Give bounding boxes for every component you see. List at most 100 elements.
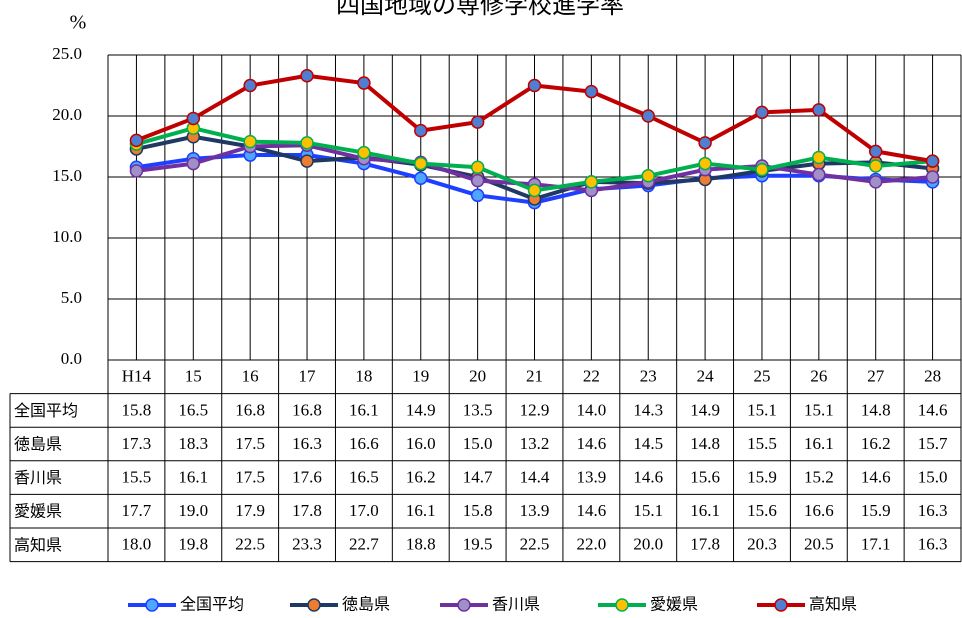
table-cell: 16.2 — [861, 434, 891, 453]
legend-marker — [145, 598, 159, 612]
table-cell: 15.1 — [747, 400, 777, 419]
table-cell: 16.5 — [178, 400, 208, 419]
table-cell: 15.0 — [463, 434, 493, 453]
marker — [470, 160, 485, 174]
table-cell: 17.6 — [292, 468, 322, 487]
table-cell: 16.1 — [406, 501, 436, 520]
table-cell: 14.6 — [918, 400, 948, 419]
table-cell: 15.7 — [918, 434, 948, 453]
marker — [925, 154, 940, 168]
y-axis-label: % — [70, 12, 87, 34]
table-cell: 15.9 — [861, 501, 891, 520]
y-tick-label: 25.0 — [52, 44, 82, 63]
y-tick-label: 10.0 — [52, 227, 82, 246]
table-cell: 14.6 — [861, 468, 891, 487]
legend-label: 愛媛県 — [650, 595, 698, 614]
table-cell: 14.3 — [633, 400, 663, 419]
x-tick-label: 17 — [299, 367, 317, 386]
legend-label: 全国平均 — [180, 595, 244, 614]
row-label: 全国平均 — [14, 401, 78, 420]
chart-title: 四国地域の専修学校進学率 — [336, 0, 624, 19]
marker — [300, 136, 314, 150]
table-cell: 17.8 — [292, 501, 322, 520]
x-tick-label: 16 — [242, 367, 259, 386]
marker — [414, 171, 428, 185]
table-cell: 16.2 — [406, 468, 436, 487]
marker — [414, 156, 428, 171]
table-cell: 13.9 — [576, 468, 606, 487]
table-cell: 19.0 — [178, 501, 208, 520]
table-cell: 15.1 — [804, 400, 834, 419]
table-cell: 17.5 — [235, 468, 265, 487]
marker — [868, 159, 883, 173]
table-cell: 16.8 — [292, 400, 322, 419]
table-cell: 16.6 — [349, 434, 379, 453]
x-tick-label: H14 — [122, 367, 152, 386]
legend-label: 徳島県 — [342, 595, 390, 614]
table-cell: 16.5 — [349, 468, 379, 487]
x-tick-label: 20 — [469, 367, 486, 386]
x-tick-label: 24 — [697, 367, 715, 386]
table-cell: 14.9 — [690, 400, 720, 419]
marker — [698, 136, 712, 150]
legend-label: 香川県 — [492, 595, 540, 614]
table-cell: 20.5 — [804, 535, 834, 554]
table-cell: 18.8 — [406, 535, 436, 554]
table-cell: 16.6 — [804, 501, 834, 520]
table-cell: 14.6 — [576, 501, 606, 520]
x-tick-label: 15 — [185, 367, 202, 386]
row-label: 高知県 — [14, 535, 62, 554]
table-cell: 16.3 — [918, 501, 948, 520]
marker — [300, 154, 314, 168]
table-cell: 22.0 — [576, 535, 606, 554]
marker — [812, 150, 826, 165]
table-cell: 17.3 — [122, 434, 152, 453]
legend-marker — [307, 598, 321, 612]
marker — [470, 115, 485, 129]
marker — [470, 173, 485, 188]
table-cell: 16.3 — [292, 434, 322, 453]
table-cell: 14.4 — [520, 468, 550, 487]
row-label: 愛媛県 — [14, 502, 62, 521]
table-cell: 15.8 — [463, 501, 493, 520]
marker — [812, 103, 826, 117]
table-cell: 19.8 — [178, 535, 208, 554]
marker — [527, 78, 542, 93]
table-cell: 16.0 — [406, 434, 436, 453]
marker — [755, 162, 769, 177]
table-cell: 15.2 — [804, 468, 834, 487]
x-tick-label: 21 — [526, 367, 543, 386]
legend-label: 高知県 — [809, 595, 857, 614]
table-cell: 13.9 — [520, 501, 550, 520]
x-tick-label: 19 — [412, 367, 429, 386]
marker — [186, 156, 201, 171]
marker — [584, 175, 599, 189]
table-cell: 14.8 — [861, 400, 891, 419]
table-cell: 19.5 — [463, 535, 493, 554]
y-tick-label: 5.0 — [61, 288, 82, 307]
x-tick-label: 25 — [753, 367, 770, 386]
table-cell: 15.0 — [918, 468, 948, 487]
marker — [357, 145, 371, 160]
table-cell: 18.3 — [178, 434, 208, 453]
marker — [641, 169, 655, 183]
table-cell: 18.0 — [122, 535, 152, 554]
x-tick-label: 27 — [867, 367, 885, 386]
marker — [129, 164, 144, 178]
x-tick-label: 26 — [810, 367, 827, 386]
table-cell: 12.9 — [520, 400, 550, 419]
table-cell: 13.5 — [463, 400, 493, 419]
marker — [584, 84, 599, 99]
table-cell: 15.5 — [747, 434, 777, 453]
x-tick-label: 23 — [640, 367, 657, 386]
legend-marker — [615, 598, 629, 612]
table-cell: 22.5 — [520, 535, 550, 554]
table-cell: 22.7 — [349, 535, 379, 554]
marker — [698, 156, 712, 171]
legend-marker — [457, 598, 471, 612]
table-cell: 15.6 — [690, 468, 720, 487]
table-cell: 14.9 — [406, 400, 436, 419]
table-cell: 17.7 — [122, 501, 152, 520]
table-cell: 14.6 — [576, 434, 606, 453]
marker — [129, 133, 144, 148]
